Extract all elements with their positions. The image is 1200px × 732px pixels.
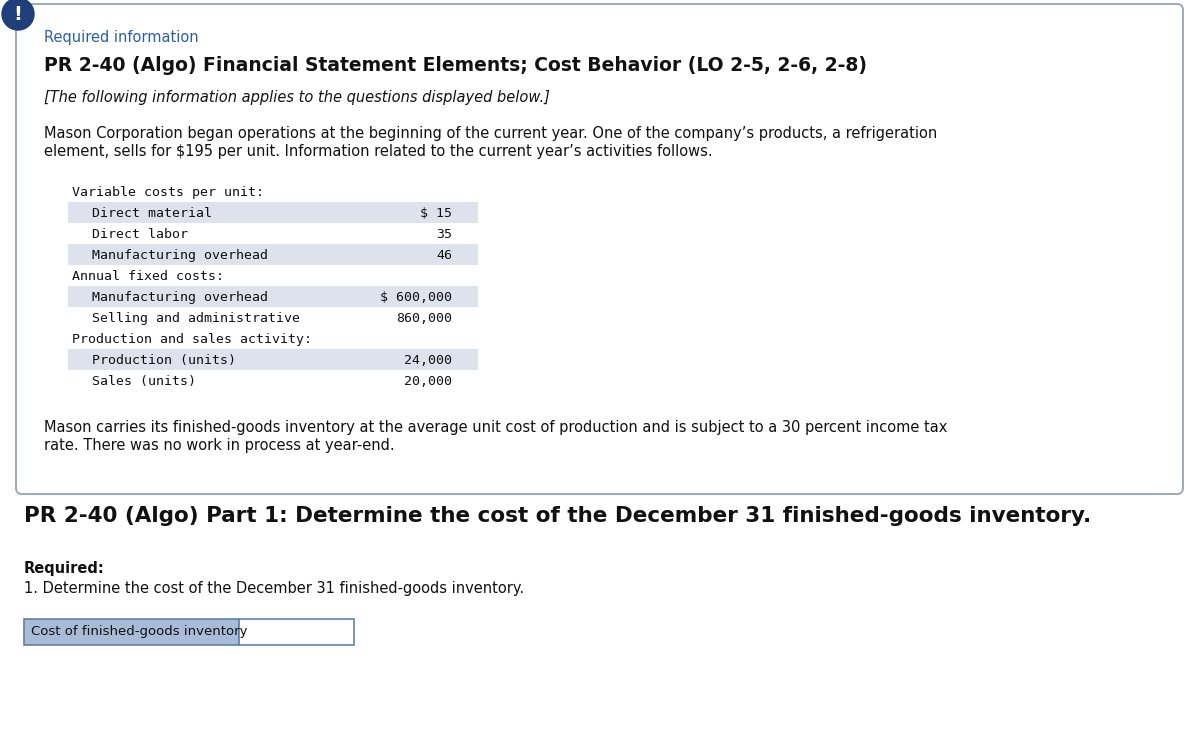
Text: Production and sales activity:: Production and sales activity:: [72, 333, 312, 346]
Text: 35: 35: [436, 228, 452, 241]
Text: Direct material: Direct material: [92, 207, 212, 220]
Text: 24,000: 24,000: [404, 354, 452, 367]
Bar: [68, 244, 478, 265]
Text: Annual fixed costs:: Annual fixed costs:: [72, 270, 224, 283]
Text: Production (units): Production (units): [92, 354, 236, 367]
Text: 46: 46: [436, 249, 452, 262]
Text: Manufacturing overhead: Manufacturing overhead: [92, 249, 268, 262]
Text: [The following information applies to the questions displayed below.]: [The following information applies to th…: [44, 90, 550, 105]
Text: $ 600,000: $ 600,000: [380, 291, 452, 304]
Text: 20,000: 20,000: [404, 375, 452, 388]
Text: Required information: Required information: [44, 30, 199, 45]
Text: Selling and administrative: Selling and administrative: [92, 312, 300, 325]
Text: Mason carries its finished-goods inventory at the average unit cost of productio: Mason carries its finished-goods invento…: [44, 420, 947, 435]
Bar: [68, 286, 478, 307]
Text: Cost of finished-goods inventory: Cost of finished-goods inventory: [31, 626, 247, 638]
Text: Manufacturing overhead: Manufacturing overhead: [92, 291, 268, 304]
FancyBboxPatch shape: [16, 4, 1183, 494]
Text: Required:: Required:: [24, 561, 104, 576]
Text: element, sells for $195 per unit. Information related to the current year’s acti: element, sells for $195 per unit. Inform…: [44, 144, 713, 159]
Bar: [68, 202, 478, 223]
Text: 1. Determine the cost of the December 31 finished-goods inventory.: 1. Determine the cost of the December 31…: [24, 581, 524, 596]
Bar: [68, 349, 478, 370]
Text: Sales (units): Sales (units): [92, 375, 196, 388]
Text: rate. There was no work in process at year-end.: rate. There was no work in process at ye…: [44, 438, 395, 453]
Bar: [239, 619, 354, 645]
Circle shape: [2, 0, 34, 30]
Text: !: !: [13, 6, 23, 24]
Text: Direct labor: Direct labor: [92, 228, 188, 241]
Text: Mason Corporation began operations at the beginning of the current year. One of : Mason Corporation began operations at th…: [44, 126, 937, 141]
Text: 860,000: 860,000: [396, 312, 452, 325]
Text: Variable costs per unit:: Variable costs per unit:: [72, 186, 264, 199]
Text: PR 2-40 (Algo) Financial Statement Elements; Cost Behavior (LO 2-5, 2-6, 2-8): PR 2-40 (Algo) Financial Statement Eleme…: [44, 56, 866, 75]
Bar: [24, 619, 239, 645]
Text: PR 2-40 (Algo) Part 1: Determine the cost of the December 31 finished-goods inve: PR 2-40 (Algo) Part 1: Determine the cos…: [24, 506, 1091, 526]
Text: $ 15: $ 15: [420, 207, 452, 220]
